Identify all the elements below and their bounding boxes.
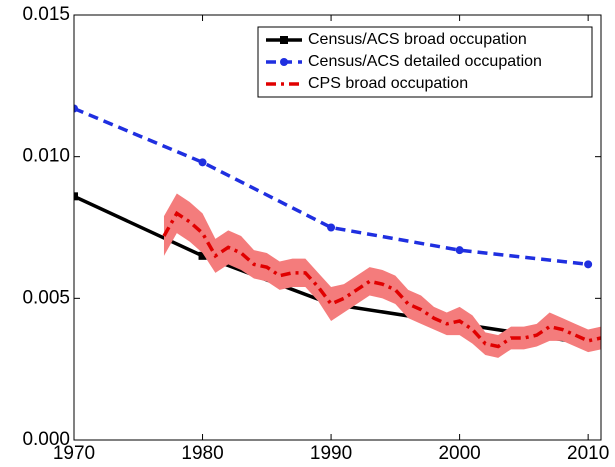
marker xyxy=(198,251,207,260)
y-tick-label: 0.000 xyxy=(22,429,70,450)
axes: 0.000 0.005 0.010 0.015 1970 1980 1990 2000 2010 xyxy=(22,4,609,464)
marker xyxy=(327,223,336,232)
legend-symbol xyxy=(280,58,288,66)
series-line xyxy=(74,106,589,267)
plot-frame xyxy=(73,14,602,441)
marker xyxy=(74,192,78,201)
legend-marker xyxy=(280,36,288,44)
confidence-band xyxy=(163,193,601,358)
series-line xyxy=(162,210,601,349)
x-tick-label: 1970 xyxy=(53,443,95,464)
series-line xyxy=(74,194,589,346)
y-tick-label: 0.005 xyxy=(22,287,70,308)
legend-label: Census/ACS detailed occupation xyxy=(308,53,542,70)
marker xyxy=(198,158,207,167)
marker xyxy=(584,260,593,269)
plot-area xyxy=(74,104,601,358)
x-tick-label: 1980 xyxy=(181,443,223,464)
legend-marker xyxy=(280,58,288,66)
x-tick-label: 2000 xyxy=(438,443,480,464)
legend-symbol xyxy=(280,36,288,44)
y-tick-label: 0.010 xyxy=(22,146,70,167)
legend-label: Census/ACS broad occupation xyxy=(308,31,527,48)
marker xyxy=(74,104,78,113)
x-tick-label: 2010 xyxy=(567,443,609,464)
marker xyxy=(455,246,464,255)
y-tick-label: 0.015 xyxy=(22,4,70,25)
legend: Census/ACS broad occupation Census/ACS de… xyxy=(257,26,593,98)
legend-label: CPS broad occupation xyxy=(308,75,468,92)
x-tick-label: 1990 xyxy=(310,443,352,464)
legend-box xyxy=(257,26,593,98)
